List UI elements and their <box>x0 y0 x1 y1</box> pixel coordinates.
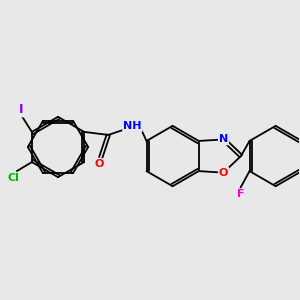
Text: NH: NH <box>123 122 142 131</box>
Text: F: F <box>237 189 244 199</box>
Text: I: I <box>19 103 24 116</box>
Text: N: N <box>219 134 228 144</box>
Text: Cl: Cl <box>7 173 19 183</box>
Text: O: O <box>219 168 228 178</box>
Text: O: O <box>94 159 104 169</box>
